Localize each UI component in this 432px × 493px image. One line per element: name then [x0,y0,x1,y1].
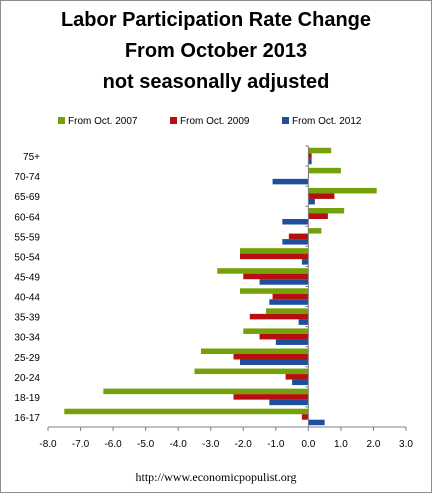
x-tick-label-3: -6.0 [104,439,122,450]
x-tick-label-11: 2.0 [367,439,381,450]
bar-30-34-series-1 [243,328,309,334]
bar-25-29-series-1 [200,348,309,354]
x-tick-label-6: -3.0 [202,439,220,450]
category-label-20-24: 20-24 [14,373,40,384]
category-label-70-74: 70-74 [14,172,40,183]
chart-title-line-3: not seasonally adjusted [102,71,330,93]
bar-40-44-series-1 [240,288,309,294]
legend-swatch-1 [58,117,65,124]
bar-18-19-series-3 [269,399,309,406]
category-label-50-54: 50-54 [14,252,40,263]
category-label-30-34: 30-34 [14,333,40,344]
category-label-25-29: 25-29 [14,353,40,364]
legend-swatch-3 [282,117,289,124]
bar-60-64-series-1 [308,208,345,214]
bar-45-49-series-1 [217,268,309,274]
bar-16-17-series-2 [301,414,309,420]
bar-40-44-series-2 [272,293,309,300]
chart-title-line-1: Labor Participation Rate Change [60,9,372,31]
bar-55-59-series-2 [288,233,309,240]
x-tick-label-12: 3.0 [399,439,413,450]
category-label-18-19: 18-19 [14,393,40,404]
category-label-75+: 75+ [23,152,40,163]
x-tick-label-9: 0.0 [301,439,315,450]
bar-65-69-series-1 [308,187,377,194]
legend-label-3: From Oct. 2012 [292,116,362,127]
bar-18-19-series-1 [103,388,309,395]
bar-25-29-series-2 [233,354,309,360]
category-label-16-17: 16-17 [14,413,40,424]
bar-60-64-series-2 [308,213,328,219]
category-label-45-49: 45-49 [14,272,40,283]
bar-50-54-series-2 [240,253,309,260]
bar-55-59-series-1 [308,228,322,234]
chart-title-line-2: From October 2013 [124,40,308,62]
legend-label-1: From Oct. 2007 [68,116,138,127]
bar-16-17-series-3 [308,419,325,426]
bar-45-49-series-3 [259,279,309,285]
bar-50-54-series-3 [301,259,309,265]
bar-60-64-series-3 [282,219,309,225]
x-tick-label-10: 1.0 [334,439,348,450]
category-label-40-44: 40-44 [14,293,40,304]
bar-65-69-series-3 [308,198,315,205]
x-tick-label-4: -5.0 [137,439,155,450]
footer-url: http://www.economicpopulist.org [135,470,297,484]
bar-50-54-series-1 [240,248,309,254]
bar-75+-series-3 [308,158,312,165]
bar-35-39-series-1 [266,308,309,314]
bar-70-74-series-3 [272,178,309,185]
x-tick-label-2: -7.0 [72,439,90,450]
x-tick-label-1: -8.0 [39,439,57,450]
bar-65-69-series-2 [308,193,335,199]
bar-20-24-series-3 [292,379,309,386]
bar-16-17-series-1 [64,408,309,415]
x-tick-label-5: -4.0 [170,439,188,450]
bar-20-24-series-1 [194,368,309,375]
x-tick-label-7: -2.0 [235,439,253,450]
category-label-55-59: 55-59 [14,232,40,243]
bar-45-49-series-2 [243,273,309,280]
bar-35-39-series-3 [298,319,309,325]
bar-70-74-series-1 [308,167,341,174]
bar-25-29-series-3 [240,359,309,365]
legend-label-2: From Oct. 2009 [180,116,250,127]
bar-75+-series-2 [308,153,312,159]
x-tick-label-8: -1.0 [267,439,285,450]
bar-30-34-series-2 [259,333,309,340]
category-label-35-39: 35-39 [14,313,40,324]
bar-20-24-series-2 [285,374,309,380]
category-label-60-64: 60-64 [14,212,40,223]
bar-40-44-series-3 [269,299,309,305]
bar-75+-series-1 [308,147,332,154]
bar-18-19-series-2 [233,394,309,400]
bar-35-39-series-2 [249,313,309,320]
legend-swatch-2 [170,117,177,124]
category-label-65-69: 65-69 [14,192,40,203]
bar-30-34-series-3 [275,339,309,345]
bar-55-59-series-3 [282,239,309,245]
